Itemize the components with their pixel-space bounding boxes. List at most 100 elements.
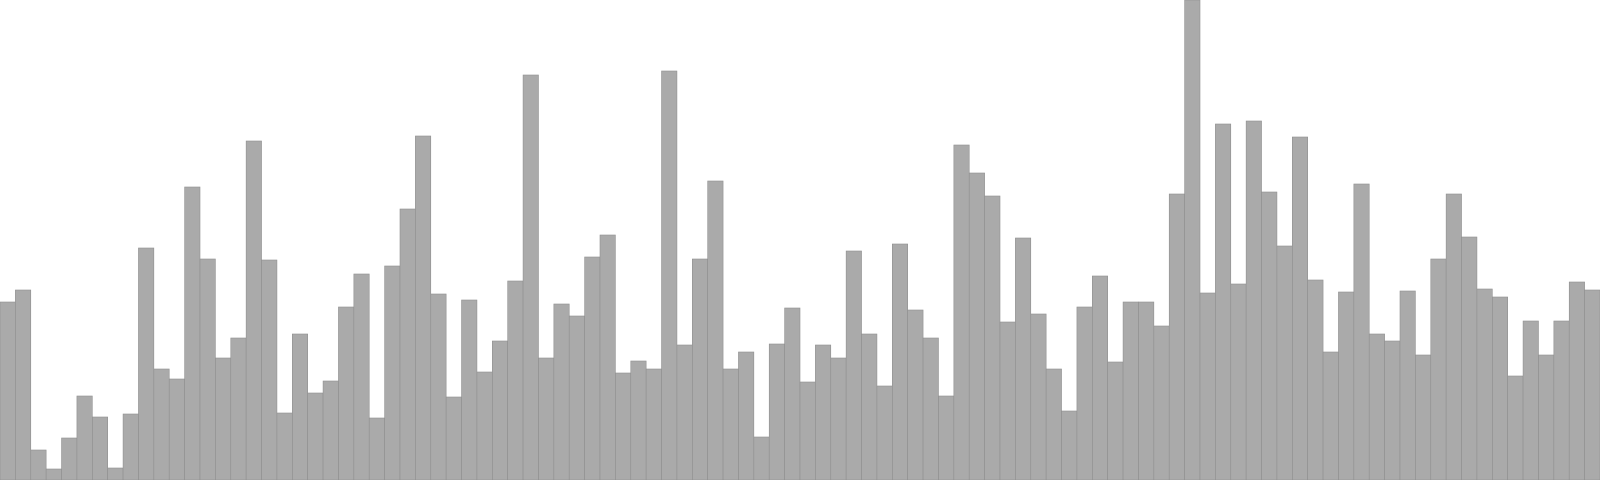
bar-54 (815, 344, 832, 480)
bar-67 (1015, 237, 1032, 480)
bar-72 (1092, 275, 1108, 480)
bar-19 (276, 412, 293, 480)
bar-90 (1368, 333, 1385, 480)
bar-11 (153, 368, 170, 480)
bar-17 (245, 140, 262, 480)
bar-5 (61, 437, 78, 480)
bar-33 (492, 340, 508, 480)
bar-100 (1522, 320, 1539, 480)
bar-82 (1245, 120, 1262, 480)
bar-7 (92, 416, 108, 480)
bar-84 (1276, 245, 1293, 480)
bar-85 (1292, 136, 1308, 480)
bar-74 (1122, 301, 1139, 480)
bar-104 (1584, 289, 1600, 480)
bar-15 (215, 357, 232, 480)
bar-40 (599, 234, 616, 480)
bar-59 (892, 243, 908, 480)
bar-46 (692, 258, 708, 480)
bar-49 (738, 351, 755, 480)
bar-57 (861, 333, 878, 480)
bar-70 (1061, 410, 1078, 480)
bar-25 (368, 417, 385, 480)
bar-44 (661, 70, 678, 480)
bar-81 (1230, 283, 1247, 480)
bar-94 (1430, 258, 1447, 480)
bar-91 (1384, 340, 1401, 480)
bar-60 (907, 309, 924, 480)
bar-51 (768, 343, 785, 480)
bar-20 (292, 333, 308, 480)
bar-16 (230, 337, 247, 480)
bar-10 (138, 247, 155, 480)
bar-43 (645, 368, 662, 480)
bar-6 (76, 395, 93, 480)
bar-29 (430, 293, 447, 480)
bar-41 (615, 372, 632, 480)
bar-12 (168, 378, 185, 480)
bar-73 (1107, 361, 1124, 480)
bar-30 (445, 396, 462, 480)
bar-26 (384, 265, 401, 480)
bar-56 (845, 250, 862, 480)
bar-50 (753, 436, 770, 480)
bar-80 (1215, 123, 1232, 480)
bar-38 (568, 315, 585, 480)
bar-28 (415, 135, 432, 480)
bar-71 (1076, 306, 1093, 480)
bar-36 (538, 357, 555, 480)
bar-9 (122, 413, 139, 480)
bar-34 (507, 280, 524, 480)
bar-35 (522, 74, 539, 480)
bar-32 (476, 371, 493, 480)
bar-53 (799, 381, 816, 480)
bar-39 (584, 256, 601, 480)
bar-63 (953, 144, 970, 480)
bar-23 (338, 306, 355, 480)
bar-96 (1461, 236, 1478, 480)
bar-52 (784, 307, 801, 480)
bar-69 (1045, 368, 1062, 480)
bar-18 (261, 259, 278, 480)
bar-61 (922, 337, 939, 480)
bar-65 (984, 195, 1001, 480)
bar-97 (1476, 288, 1493, 480)
bar-27 (399, 208, 416, 480)
bar-76 (1153, 325, 1170, 480)
bar-77 (1168, 193, 1185, 480)
bar-58 (876, 385, 893, 480)
bar-78 (1184, 0, 1201, 480)
bar-86 (1307, 279, 1324, 480)
bar-21 (307, 392, 324, 480)
bar-8 (107, 467, 124, 480)
bar-75 (1138, 301, 1155, 480)
bar-1 (0, 301, 16, 480)
bar-45 (676, 344, 693, 480)
bar-31 (461, 299, 478, 480)
bar-42 (630, 360, 647, 480)
bar-92 (1399, 290, 1416, 480)
bar-89 (1353, 183, 1370, 480)
bar-101 (1538, 354, 1555, 480)
bar-93 (1415, 354, 1432, 480)
bar-95 (1445, 193, 1462, 480)
bar-98 (1492, 296, 1508, 480)
bar-62 (938, 395, 955, 480)
bar-24 (353, 273, 370, 480)
bar-102 (1553, 320, 1570, 480)
bar-103 (1568, 281, 1585, 480)
bar-48 (722, 368, 739, 480)
bar-68 (1030, 313, 1047, 480)
bar-22 (322, 380, 339, 480)
bar-13 (184, 186, 201, 480)
bar-3 (30, 449, 47, 480)
bar-88 (1338, 291, 1355, 480)
bar-79 (1199, 292, 1216, 480)
bar-37 (553, 303, 570, 480)
bar-83 (1261, 191, 1278, 480)
bar-99 (1507, 375, 1524, 480)
bar-47 (707, 180, 724, 480)
bar-64 (968, 172, 985, 480)
